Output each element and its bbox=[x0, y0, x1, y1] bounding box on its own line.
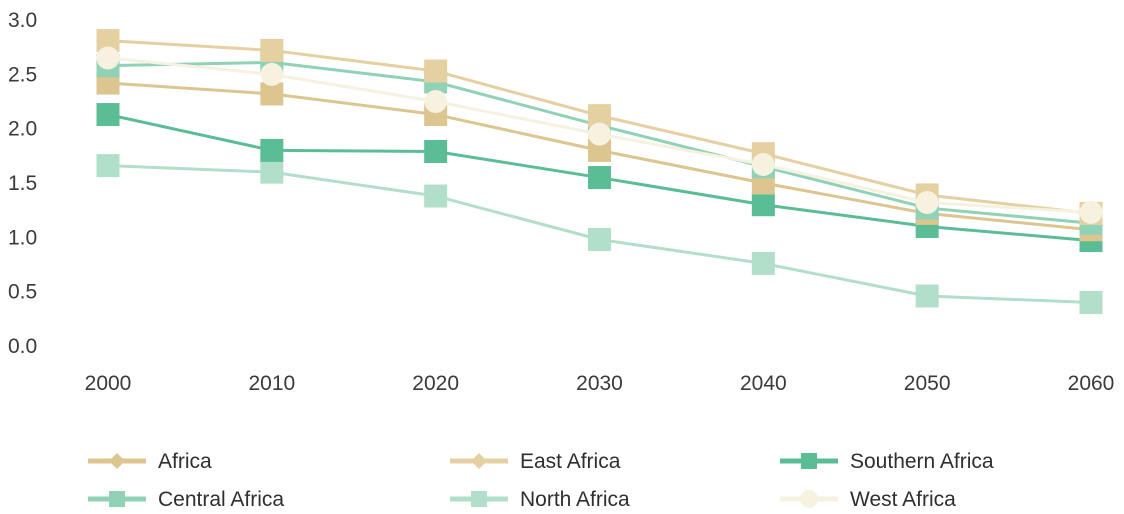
data-point bbox=[260, 82, 284, 106]
legend-label: East Africa bbox=[520, 450, 621, 473]
legend-label: Africa bbox=[158, 450, 212, 473]
legend-label: Central Africa bbox=[158, 488, 284, 511]
legend-label: North Africa bbox=[520, 488, 630, 511]
data-point bbox=[96, 71, 120, 95]
legend-label: Southern Africa bbox=[850, 450, 994, 473]
x-tick-label: 2050 bbox=[904, 372, 951, 395]
data-point bbox=[1079, 200, 1103, 224]
series-north-africa bbox=[96, 154, 1103, 315]
x-tick-label: 2030 bbox=[576, 372, 623, 395]
y-tick-label: 3.0 bbox=[8, 9, 37, 32]
data-point bbox=[751, 193, 775, 217]
y-tick-label: 0.5 bbox=[8, 281, 37, 304]
data-point bbox=[260, 38, 284, 62]
x-tick-label: 2000 bbox=[85, 372, 132, 395]
series-africa bbox=[96, 71, 1103, 242]
data-point bbox=[751, 251, 775, 275]
data-point bbox=[96, 154, 120, 178]
data-point bbox=[96, 29, 120, 53]
data-point bbox=[915, 284, 939, 308]
y-tick-label: 1.0 bbox=[8, 226, 37, 249]
legend-marker bbox=[471, 453, 487, 469]
legend: Africa East Africa Southern Africa Central … bbox=[88, 450, 994, 511]
data-point bbox=[260, 62, 284, 86]
data-point bbox=[915, 191, 939, 215]
legend-label: West Africa bbox=[850, 488, 956, 511]
y-tick-label: 2.0 bbox=[8, 118, 37, 141]
legend-item: East Africa bbox=[450, 450, 621, 473]
data-point bbox=[588, 166, 611, 190]
legend-marker bbox=[801, 453, 817, 469]
legend-item: Central Africa bbox=[88, 488, 284, 511]
legend-marker bbox=[800, 490, 818, 508]
x-axis: 2000 2010 2020 2030 2040 2050 2060 bbox=[85, 372, 1115, 395]
data-point bbox=[751, 153, 775, 177]
series-layer bbox=[96, 29, 1103, 315]
data-point bbox=[424, 139, 448, 163]
legend-item: West Africa bbox=[780, 488, 956, 511]
data-point bbox=[260, 138, 284, 162]
data-point bbox=[260, 160, 284, 184]
legend-item: Southern Africa bbox=[780, 450, 994, 473]
legend-marker bbox=[471, 491, 487, 507]
legend-item: North Africa bbox=[450, 488, 630, 511]
data-point bbox=[424, 59, 448, 83]
y-tick-label: 2.5 bbox=[8, 63, 37, 86]
series-west-africa bbox=[96, 46, 1103, 224]
x-tick-label: 2060 bbox=[1068, 372, 1115, 395]
data-point bbox=[424, 90, 448, 113]
data-point bbox=[588, 138, 611, 162]
legend-marker bbox=[109, 453, 125, 469]
data-point bbox=[588, 122, 611, 146]
x-tick-label: 2040 bbox=[740, 372, 787, 395]
data-point bbox=[588, 104, 611, 128]
y-tick-label: 0.0 bbox=[8, 335, 37, 358]
x-tick-label: 2010 bbox=[248, 372, 295, 395]
data-point bbox=[424, 184, 448, 208]
legend-item: Africa bbox=[88, 450, 212, 473]
data-point bbox=[96, 103, 120, 127]
data-point bbox=[1079, 291, 1103, 315]
x-tick-label: 2020 bbox=[412, 372, 459, 395]
data-point bbox=[588, 228, 611, 252]
y-axis: 0.0 0.5 1.0 1.5 2.0 2.5 3.0 bbox=[8, 9, 37, 358]
data-point bbox=[96, 46, 120, 70]
y-tick-label: 1.5 bbox=[8, 172, 37, 195]
legend-marker bbox=[109, 491, 125, 507]
